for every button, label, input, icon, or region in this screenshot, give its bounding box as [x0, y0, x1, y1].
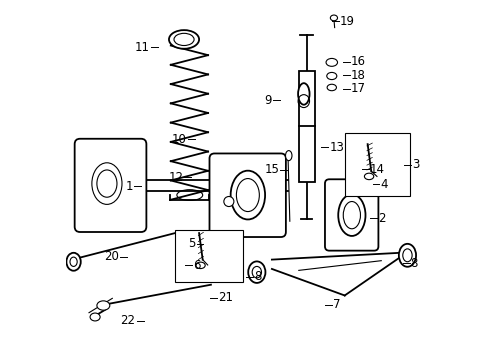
Text: 9: 9 — [265, 94, 272, 107]
Text: 7: 7 — [333, 298, 341, 311]
Text: 21: 21 — [218, 291, 233, 304]
Ellipse shape — [224, 197, 234, 207]
Text: 22: 22 — [121, 314, 136, 327]
Text: 8: 8 — [411, 257, 418, 270]
Ellipse shape — [327, 84, 337, 91]
Ellipse shape — [231, 171, 265, 220]
Ellipse shape — [365, 173, 374, 180]
FancyBboxPatch shape — [74, 139, 147, 232]
Ellipse shape — [67, 253, 81, 271]
Text: 11: 11 — [135, 41, 150, 54]
Ellipse shape — [326, 58, 338, 66]
Ellipse shape — [399, 244, 416, 267]
Ellipse shape — [338, 194, 366, 236]
Ellipse shape — [248, 261, 266, 283]
Bar — [175, 230, 243, 282]
Bar — [299, 71, 315, 182]
Text: 13: 13 — [329, 140, 344, 153]
Text: 4: 4 — [381, 178, 388, 191]
Text: 20: 20 — [104, 250, 119, 263]
Text: 12: 12 — [169, 171, 183, 184]
Ellipse shape — [82, 166, 100, 205]
Text: 6: 6 — [193, 259, 200, 272]
Text: 17: 17 — [351, 82, 366, 95]
Ellipse shape — [286, 150, 292, 161]
Text: 3: 3 — [412, 158, 419, 171]
Text: 18: 18 — [351, 69, 366, 82]
Text: 8: 8 — [254, 270, 261, 283]
Ellipse shape — [298, 83, 310, 105]
Text: 10: 10 — [172, 133, 187, 146]
Text: 14: 14 — [370, 163, 385, 176]
Text: 1: 1 — [125, 180, 133, 193]
FancyBboxPatch shape — [210, 153, 286, 237]
Ellipse shape — [169, 30, 199, 49]
Text: 16: 16 — [351, 55, 366, 68]
Text: 2: 2 — [378, 212, 385, 225]
Ellipse shape — [327, 72, 337, 80]
FancyBboxPatch shape — [325, 179, 378, 251]
Bar — [345, 134, 410, 196]
Ellipse shape — [196, 262, 205, 269]
Text: 5: 5 — [188, 237, 196, 250]
Text: 19: 19 — [340, 15, 355, 28]
Bar — [349, 166, 361, 174]
Text: 15: 15 — [264, 163, 279, 176]
Ellipse shape — [97, 301, 110, 310]
Ellipse shape — [330, 15, 338, 21]
Ellipse shape — [85, 173, 96, 198]
Ellipse shape — [90, 313, 100, 321]
